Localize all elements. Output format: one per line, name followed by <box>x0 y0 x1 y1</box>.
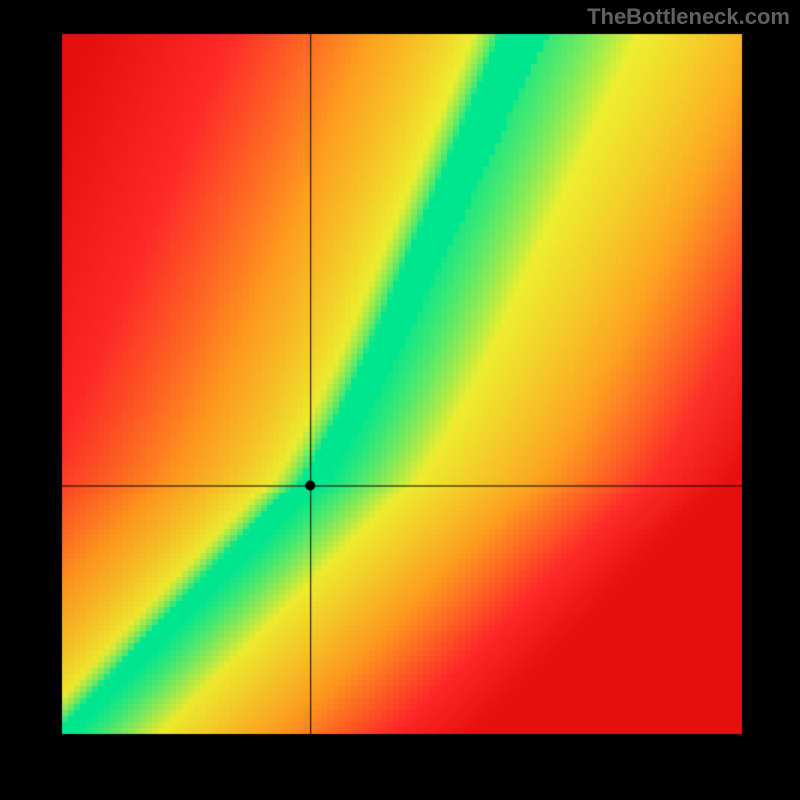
chart-container: TheBottleneck.com <box>0 0 800 800</box>
bottleneck-heatmap <box>0 0 800 800</box>
attribution-label: TheBottleneck.com <box>587 4 790 30</box>
